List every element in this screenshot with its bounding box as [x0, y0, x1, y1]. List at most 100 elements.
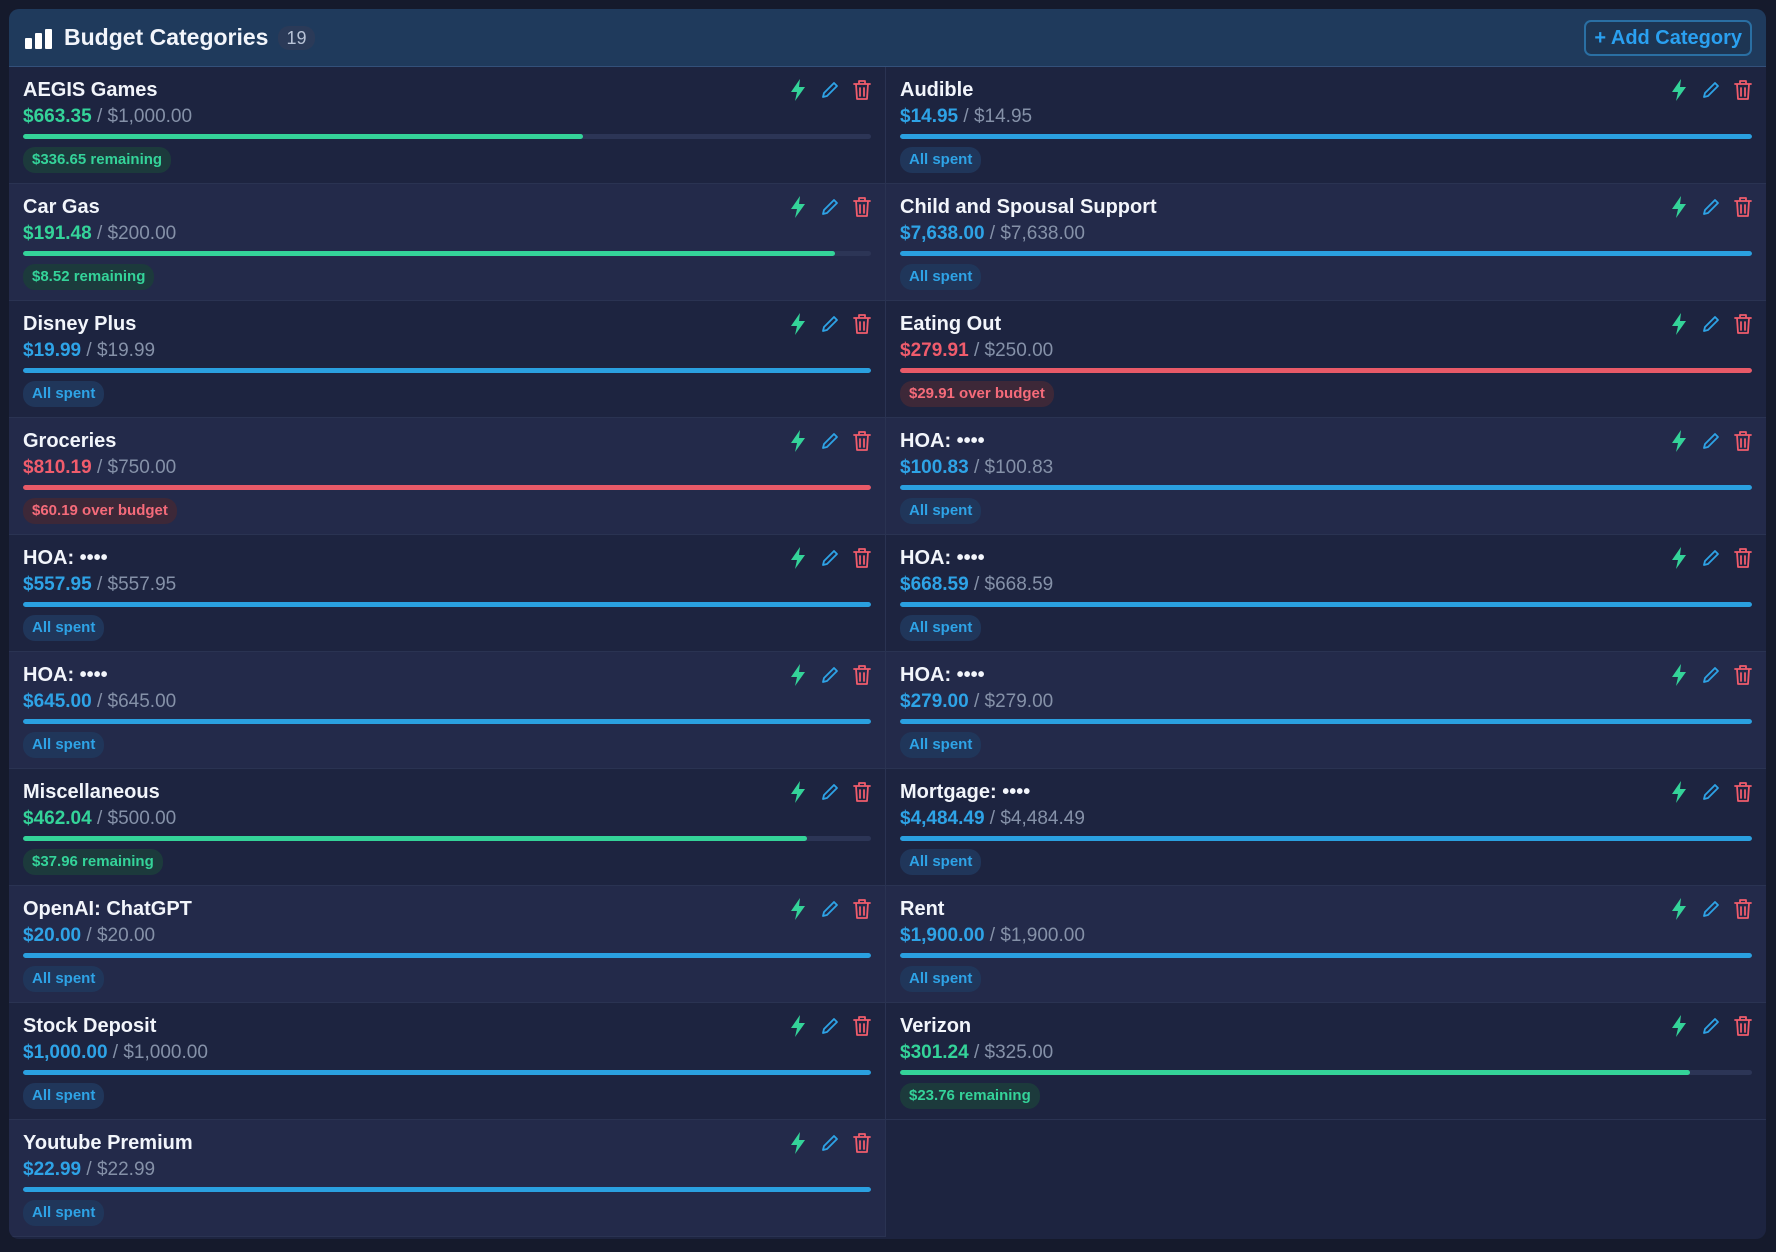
- category-name: Rent: [900, 898, 945, 920]
- category-actions: [1668, 779, 1754, 805]
- category-name: Disney Plus: [23, 313, 137, 335]
- delete-button[interactable]: [851, 779, 873, 805]
- pencil-icon: [822, 433, 838, 449]
- budget-categories-panel: Budget Categories 19 + Add Category AEGI…: [9, 9, 1766, 1239]
- edit-button[interactable]: [819, 311, 841, 337]
- status-badge: $23.76 remaining: [900, 1083, 1040, 1109]
- quick-spend-button[interactable]: [787, 1130, 809, 1156]
- quick-spend-button[interactable]: [787, 428, 809, 454]
- progress-bar-fill: [900, 836, 1752, 841]
- edit-button[interactable]: [819, 896, 841, 922]
- edit-button[interactable]: [1700, 311, 1722, 337]
- spent-amount: $279.00: [900, 691, 969, 712]
- progress-bar: [23, 1187, 871, 1192]
- edit-button[interactable]: [819, 1130, 841, 1156]
- delete-button[interactable]: [851, 311, 873, 337]
- lightning-icon: [1672, 781, 1686, 803]
- progress-bar: [900, 1070, 1752, 1075]
- quick-spend-button[interactable]: [787, 545, 809, 571]
- edit-button[interactable]: [819, 194, 841, 220]
- edit-button[interactable]: [819, 77, 841, 103]
- edit-button[interactable]: [1700, 77, 1722, 103]
- lightning-icon: [791, 196, 805, 218]
- edit-button[interactable]: [819, 662, 841, 688]
- delete-button[interactable]: [851, 545, 873, 571]
- quick-spend-button[interactable]: [787, 1013, 809, 1039]
- delete-button[interactable]: [851, 1013, 873, 1039]
- delete-button[interactable]: [1732, 1013, 1754, 1039]
- edit-button[interactable]: [1700, 428, 1722, 454]
- status-badge: All spent: [900, 615, 982, 641]
- quick-spend-button[interactable]: [1668, 311, 1690, 337]
- progress-bar: [900, 953, 1752, 958]
- spent-amount: $1,000.00: [23, 1042, 108, 1063]
- delete-button[interactable]: [1732, 311, 1754, 337]
- category-amounts: $19.99 / $19.99: [23, 337, 871, 365]
- edit-button[interactable]: [819, 779, 841, 805]
- quick-spend-button[interactable]: [787, 896, 809, 922]
- quick-spend-button[interactable]: [1668, 1013, 1690, 1039]
- delete-button[interactable]: [851, 77, 873, 103]
- quick-spend-button[interactable]: [1668, 428, 1690, 454]
- quick-spend-button[interactable]: [1668, 896, 1690, 922]
- edit-button[interactable]: [1700, 1013, 1722, 1039]
- budget-amount: / $100.83: [968, 457, 1054, 478]
- spent-amount: $279.91: [900, 340, 969, 361]
- quick-spend-button[interactable]: [1668, 194, 1690, 220]
- quick-spend-button[interactable]: [787, 194, 809, 220]
- category-name: Child and Spousal Support: [900, 196, 1157, 218]
- status-badge: $37.96 remaining: [23, 849, 163, 875]
- quick-spend-button[interactable]: [1668, 545, 1690, 571]
- quick-spend-button[interactable]: [787, 311, 809, 337]
- budget-amount: / $1,900.00: [984, 925, 1085, 946]
- quick-spend-button[interactable]: [787, 662, 809, 688]
- add-category-button[interactable]: + Add Category: [1584, 19, 1752, 56]
- trash-icon: [1734, 1016, 1752, 1036]
- lightning-icon: [791, 430, 805, 452]
- trash-icon: [1734, 899, 1752, 919]
- category-actions: [787, 779, 873, 805]
- delete-button[interactable]: [851, 896, 873, 922]
- category-amounts: $557.95 / $557.95: [23, 571, 871, 599]
- edit-button[interactable]: [819, 428, 841, 454]
- quick-spend-button[interactable]: [1668, 77, 1690, 103]
- delete-button[interactable]: [1732, 77, 1754, 103]
- delete-button[interactable]: [1732, 545, 1754, 571]
- lightning-icon: [1672, 898, 1686, 920]
- category-actions: [1668, 1013, 1754, 1039]
- quick-spend-button[interactable]: [1668, 779, 1690, 805]
- delete-button[interactable]: [1732, 662, 1754, 688]
- delete-button[interactable]: [1732, 428, 1754, 454]
- edit-button[interactable]: [1700, 779, 1722, 805]
- delete-button[interactable]: [851, 194, 873, 220]
- delete-button[interactable]: [851, 1130, 873, 1156]
- delete-button[interactable]: [1732, 194, 1754, 220]
- category-actions: [787, 545, 873, 571]
- edit-button[interactable]: [1700, 662, 1722, 688]
- pencil-icon: [1703, 82, 1719, 98]
- delete-button[interactable]: [1732, 779, 1754, 805]
- category-actions: [1668, 194, 1754, 220]
- category-card: Car Gas $191.48 / $200.00 $8.52 remainin…: [9, 184, 886, 301]
- category-name: HOA: ••••: [23, 664, 108, 686]
- trash-icon: [1734, 431, 1752, 451]
- quick-spend-button[interactable]: [787, 779, 809, 805]
- edit-button[interactable]: [819, 1013, 841, 1039]
- delete-button[interactable]: [1732, 896, 1754, 922]
- edit-button[interactable]: [1700, 194, 1722, 220]
- spent-amount: $810.19: [23, 457, 92, 478]
- pencil-icon: [822, 901, 838, 917]
- edit-button[interactable]: [1700, 545, 1722, 571]
- quick-spend-button[interactable]: [1668, 662, 1690, 688]
- lightning-icon: [791, 79, 805, 101]
- progress-bar: [900, 485, 1752, 490]
- delete-button[interactable]: [851, 662, 873, 688]
- spent-amount: $19.99: [23, 340, 82, 361]
- category-name: HOA: ••••: [23, 547, 108, 569]
- edit-button[interactable]: [819, 545, 841, 571]
- progress-bar: [23, 953, 871, 958]
- edit-button[interactable]: [1700, 896, 1722, 922]
- pencil-icon: [1703, 667, 1719, 683]
- quick-spend-button[interactable]: [787, 77, 809, 103]
- delete-button[interactable]: [851, 428, 873, 454]
